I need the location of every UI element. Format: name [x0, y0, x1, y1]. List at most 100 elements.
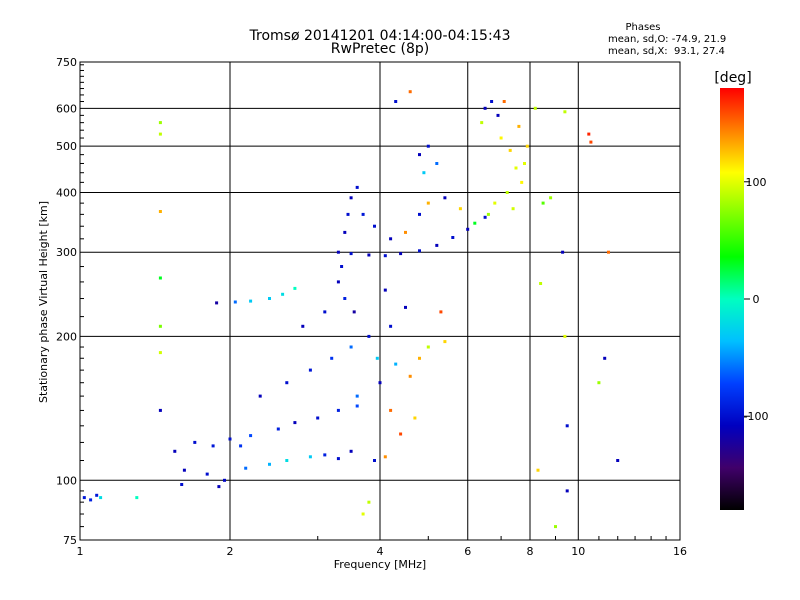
data-point — [281, 292, 285, 296]
y-tick-label: 100 — [56, 474, 77, 487]
data-point — [355, 404, 359, 408]
data-point — [517, 124, 521, 128]
x-tick-label: 2 — [227, 545, 234, 558]
data-point — [361, 512, 365, 516]
y-tick-label: 750 — [56, 56, 77, 69]
data-point — [394, 100, 398, 103]
stats-o-line: mean, sd,O: -74.9, 21.9 — [608, 34, 726, 45]
data-point — [330, 356, 334, 360]
data-point — [520, 180, 524, 184]
data-point — [95, 493, 99, 497]
data-point — [525, 144, 529, 148]
x-tick-label: 10 — [571, 545, 585, 558]
data-point — [413, 416, 417, 420]
data-point — [422, 171, 426, 175]
data-point — [349, 252, 353, 256]
data-point — [316, 416, 320, 420]
data-point — [293, 286, 297, 290]
data-point — [173, 449, 177, 453]
data-point — [99, 496, 103, 500]
x-axis-label: Frequency [MHz] — [334, 558, 426, 571]
data-point — [536, 468, 540, 472]
data-point — [205, 472, 209, 476]
data-point — [394, 362, 398, 366]
data-point — [408, 90, 412, 94]
data-point — [355, 394, 359, 398]
data-point — [418, 249, 421, 253]
colorbar-label: [deg] — [714, 70, 751, 86]
data-point — [473, 221, 477, 225]
data-point — [343, 297, 347, 300]
data-point — [182, 468, 186, 472]
chart-title: Tromsø 20141201 04:14:00-04:15:43 — [249, 28, 511, 44]
data-point — [158, 121, 162, 125]
data-point — [426, 345, 430, 349]
stats-header: Phases — [625, 22, 660, 33]
data-point — [511, 207, 515, 211]
data-point — [217, 485, 221, 489]
data-point — [561, 250, 565, 254]
data-point — [340, 265, 344, 268]
data-point — [158, 132, 162, 136]
data-point — [343, 230, 347, 234]
data-point — [211, 444, 215, 448]
data-point — [418, 153, 421, 157]
data-point — [355, 185, 359, 189]
data-point — [408, 374, 412, 378]
data-point — [89, 498, 93, 502]
data-point — [373, 224, 376, 228]
data-point — [158, 276, 162, 280]
data-point — [480, 121, 484, 125]
data-point — [589, 140, 593, 144]
plot-frame — [79, 61, 681, 541]
data-point — [285, 459, 289, 462]
data-point — [389, 408, 393, 412]
data-point — [493, 201, 497, 205]
data-point — [389, 324, 393, 328]
y-axis-ticks: 75 100 200 300 400 500 600 750 — [56, 56, 84, 547]
data-point — [336, 280, 340, 284]
data-point — [82, 496, 86, 500]
x-tick-label: 4 — [377, 545, 384, 558]
stats-x-line: mean, sd,X: 93.1, 27.4 — [608, 46, 725, 57]
data-point — [426, 144, 430, 148]
data-point — [505, 191, 509, 194]
data-point — [276, 427, 280, 431]
data-point — [426, 201, 430, 205]
data-point — [367, 500, 371, 504]
data-point — [466, 227, 470, 231]
data-point — [308, 455, 312, 459]
data-point — [418, 212, 421, 216]
data-point — [301, 324, 305, 328]
data-point — [443, 340, 447, 344]
data-point — [554, 525, 557, 529]
data-point — [367, 334, 371, 338]
data-point — [308, 368, 312, 372]
data-point — [373, 459, 376, 462]
data-point — [367, 253, 371, 257]
y-tick-label: 300 — [56, 246, 77, 259]
data-point — [383, 288, 387, 292]
data-point — [349, 196, 353, 200]
y-tick-label: 500 — [56, 140, 77, 153]
data-point — [502, 100, 506, 103]
colorbar-tick-label: 100 — [746, 176, 767, 189]
data-point — [490, 100, 494, 103]
data-point — [193, 440, 197, 444]
data-point — [258, 394, 262, 398]
data-point — [458, 207, 462, 211]
data-point — [158, 408, 162, 412]
data-point — [336, 250, 340, 254]
x-tick-label: 16 — [673, 545, 687, 558]
data-point — [483, 106, 487, 110]
data-point — [499, 136, 503, 140]
data-point — [346, 212, 350, 216]
data-point — [233, 300, 237, 304]
x-axis-ticks: 1 2 4 6 8 10 16 — [77, 536, 687, 558]
data-point — [323, 310, 327, 314]
data-point — [508, 148, 512, 152]
data-point — [549, 196, 553, 200]
data-point — [239, 444, 243, 448]
data-point — [336, 457, 340, 461]
data-point — [563, 110, 567, 114]
